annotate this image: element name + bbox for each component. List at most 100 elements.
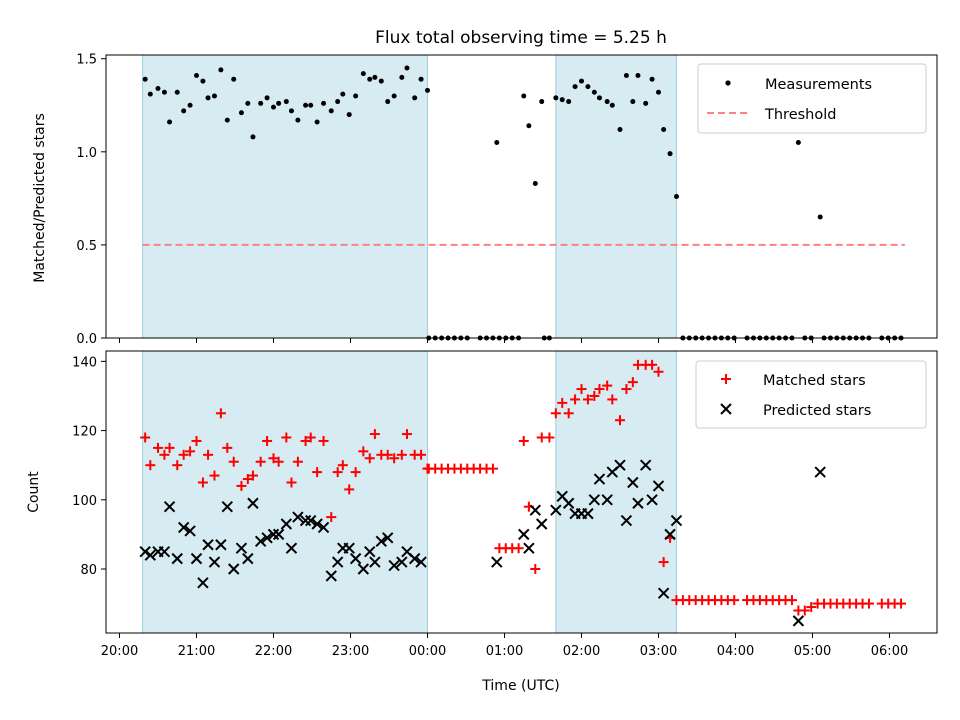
predicted-star-point	[254, 535, 267, 548]
measurement-point	[539, 99, 545, 105]
y-tick-label: 100	[72, 494, 97, 509]
x-tick-label: 01:00	[486, 644, 523, 659]
x-tick-label: 05:00	[794, 644, 831, 659]
measurement-point	[591, 89, 597, 95]
matched-star-point	[236, 480, 247, 491]
predicted-star-point	[208, 556, 221, 568]
matched-star-point	[164, 442, 175, 453]
legend-label-predicted: Predicted stars	[763, 403, 871, 419]
x-tick-label: 22:00	[255, 644, 292, 659]
legend-label-measurements: Measurements	[765, 77, 872, 93]
matched-star-point	[222, 442, 233, 453]
matched-star-point	[273, 456, 284, 467]
measurement-point	[303, 102, 309, 108]
observing-window	[555, 54, 677, 339]
matched-star-point	[262, 435, 273, 446]
measurement-point	[367, 76, 373, 82]
matched-star-point	[344, 484, 355, 495]
matched-star-point	[318, 435, 329, 446]
observing-window	[142, 350, 428, 634]
measurement-point	[521, 93, 527, 99]
measurement-point	[372, 74, 378, 80]
measurement-point	[559, 97, 565, 103]
matched-star-point	[530, 563, 541, 574]
measurement-point	[553, 95, 559, 101]
matched-star-point	[594, 384, 605, 395]
predicted-star-point	[491, 556, 503, 568]
measurement-point	[353, 93, 359, 99]
predicted-star-point	[158, 545, 171, 558]
measurement-point	[566, 99, 572, 105]
predicted-star-point	[292, 511, 304, 523]
matched-star-point	[518, 435, 529, 446]
predicted-star-point	[317, 521, 330, 534]
predicted-star-point	[215, 539, 227, 551]
legend-marker-matched	[721, 374, 731, 384]
measurement-point	[667, 151, 673, 157]
matched-star-point	[582, 394, 593, 405]
x-tick-label: 03:00	[640, 644, 677, 659]
observing-window	[555, 350, 677, 634]
observing-windows	[142, 54, 677, 339]
matched-star-point	[247, 470, 258, 481]
matched-star-point	[647, 359, 658, 370]
measurement-point	[609, 102, 615, 108]
observing-windows	[142, 350, 677, 634]
matched-star-point	[557, 397, 568, 408]
matched-star-point	[326, 512, 337, 523]
legend-frame	[697, 63, 927, 134]
predicted-star-point	[357, 563, 370, 575]
matched-star-point	[358, 446, 369, 457]
matched-star-point	[140, 432, 151, 443]
panel-ratio: 0.0 0.5 1.0 1.5 Matched/Predicted stars Mea…	[32, 53, 938, 347]
matched-star-point	[658, 557, 669, 568]
predicted-star-point	[562, 497, 575, 509]
measurement-point	[391, 93, 397, 99]
x-tick-label: 21:00	[178, 644, 215, 659]
measurement-point	[649, 76, 655, 82]
matched-star-point	[369, 429, 380, 440]
measurement-point	[321, 100, 327, 106]
measurement-point	[494, 140, 500, 146]
matched-star-point	[228, 456, 239, 467]
predicted-star-point	[364, 545, 376, 558]
matched-star-point	[364, 453, 375, 464]
matched-star-point	[145, 460, 156, 471]
predicted-star-point	[221, 500, 234, 513]
predicted-star-point	[529, 504, 542, 516]
matched-star-point	[799, 605, 810, 616]
predicted-star-point	[664, 528, 676, 541]
predicted-star-point	[614, 459, 626, 471]
y-tick-label: 120	[72, 425, 97, 440]
matched-star-point	[382, 449, 393, 460]
y-tick-label: 1.0	[76, 146, 97, 161]
matched-star-point	[621, 384, 632, 395]
predicted-star-point	[593, 473, 606, 485]
predicted-star-point	[311, 518, 323, 530]
matched-star-point	[487, 463, 498, 474]
predicted-star-point	[325, 570, 337, 582]
measurement-point	[817, 214, 823, 220]
y-tick-label: 1.5	[76, 53, 97, 68]
predicted-star-point	[639, 459, 652, 471]
measurement-point	[271, 104, 276, 110]
matched-star-point	[544, 432, 555, 443]
x-tick-label: 02:00	[563, 644, 600, 659]
predicted-star-point	[620, 514, 633, 527]
predicted-star-point	[272, 528, 285, 541]
matched-star-point	[215, 408, 226, 419]
matched-star-point	[153, 442, 163, 453]
matched-star-point	[589, 390, 600, 401]
predicted-star-point	[247, 497, 259, 509]
measurement-point	[161, 89, 167, 95]
y-tick-label: 0.5	[76, 239, 97, 254]
plot-frame	[105, 350, 938, 634]
predicted-star-point	[814, 466, 826, 478]
measurement-point	[604, 99, 610, 105]
matched-star-point	[300, 435, 311, 446]
predicted-star-point	[261, 532, 273, 544]
matched-star-point	[729, 595, 740, 606]
predicted-star-point	[267, 528, 280, 541]
legend-ratio: Measurements Threshold	[697, 63, 927, 134]
predicted-star-point	[280, 518, 293, 530]
